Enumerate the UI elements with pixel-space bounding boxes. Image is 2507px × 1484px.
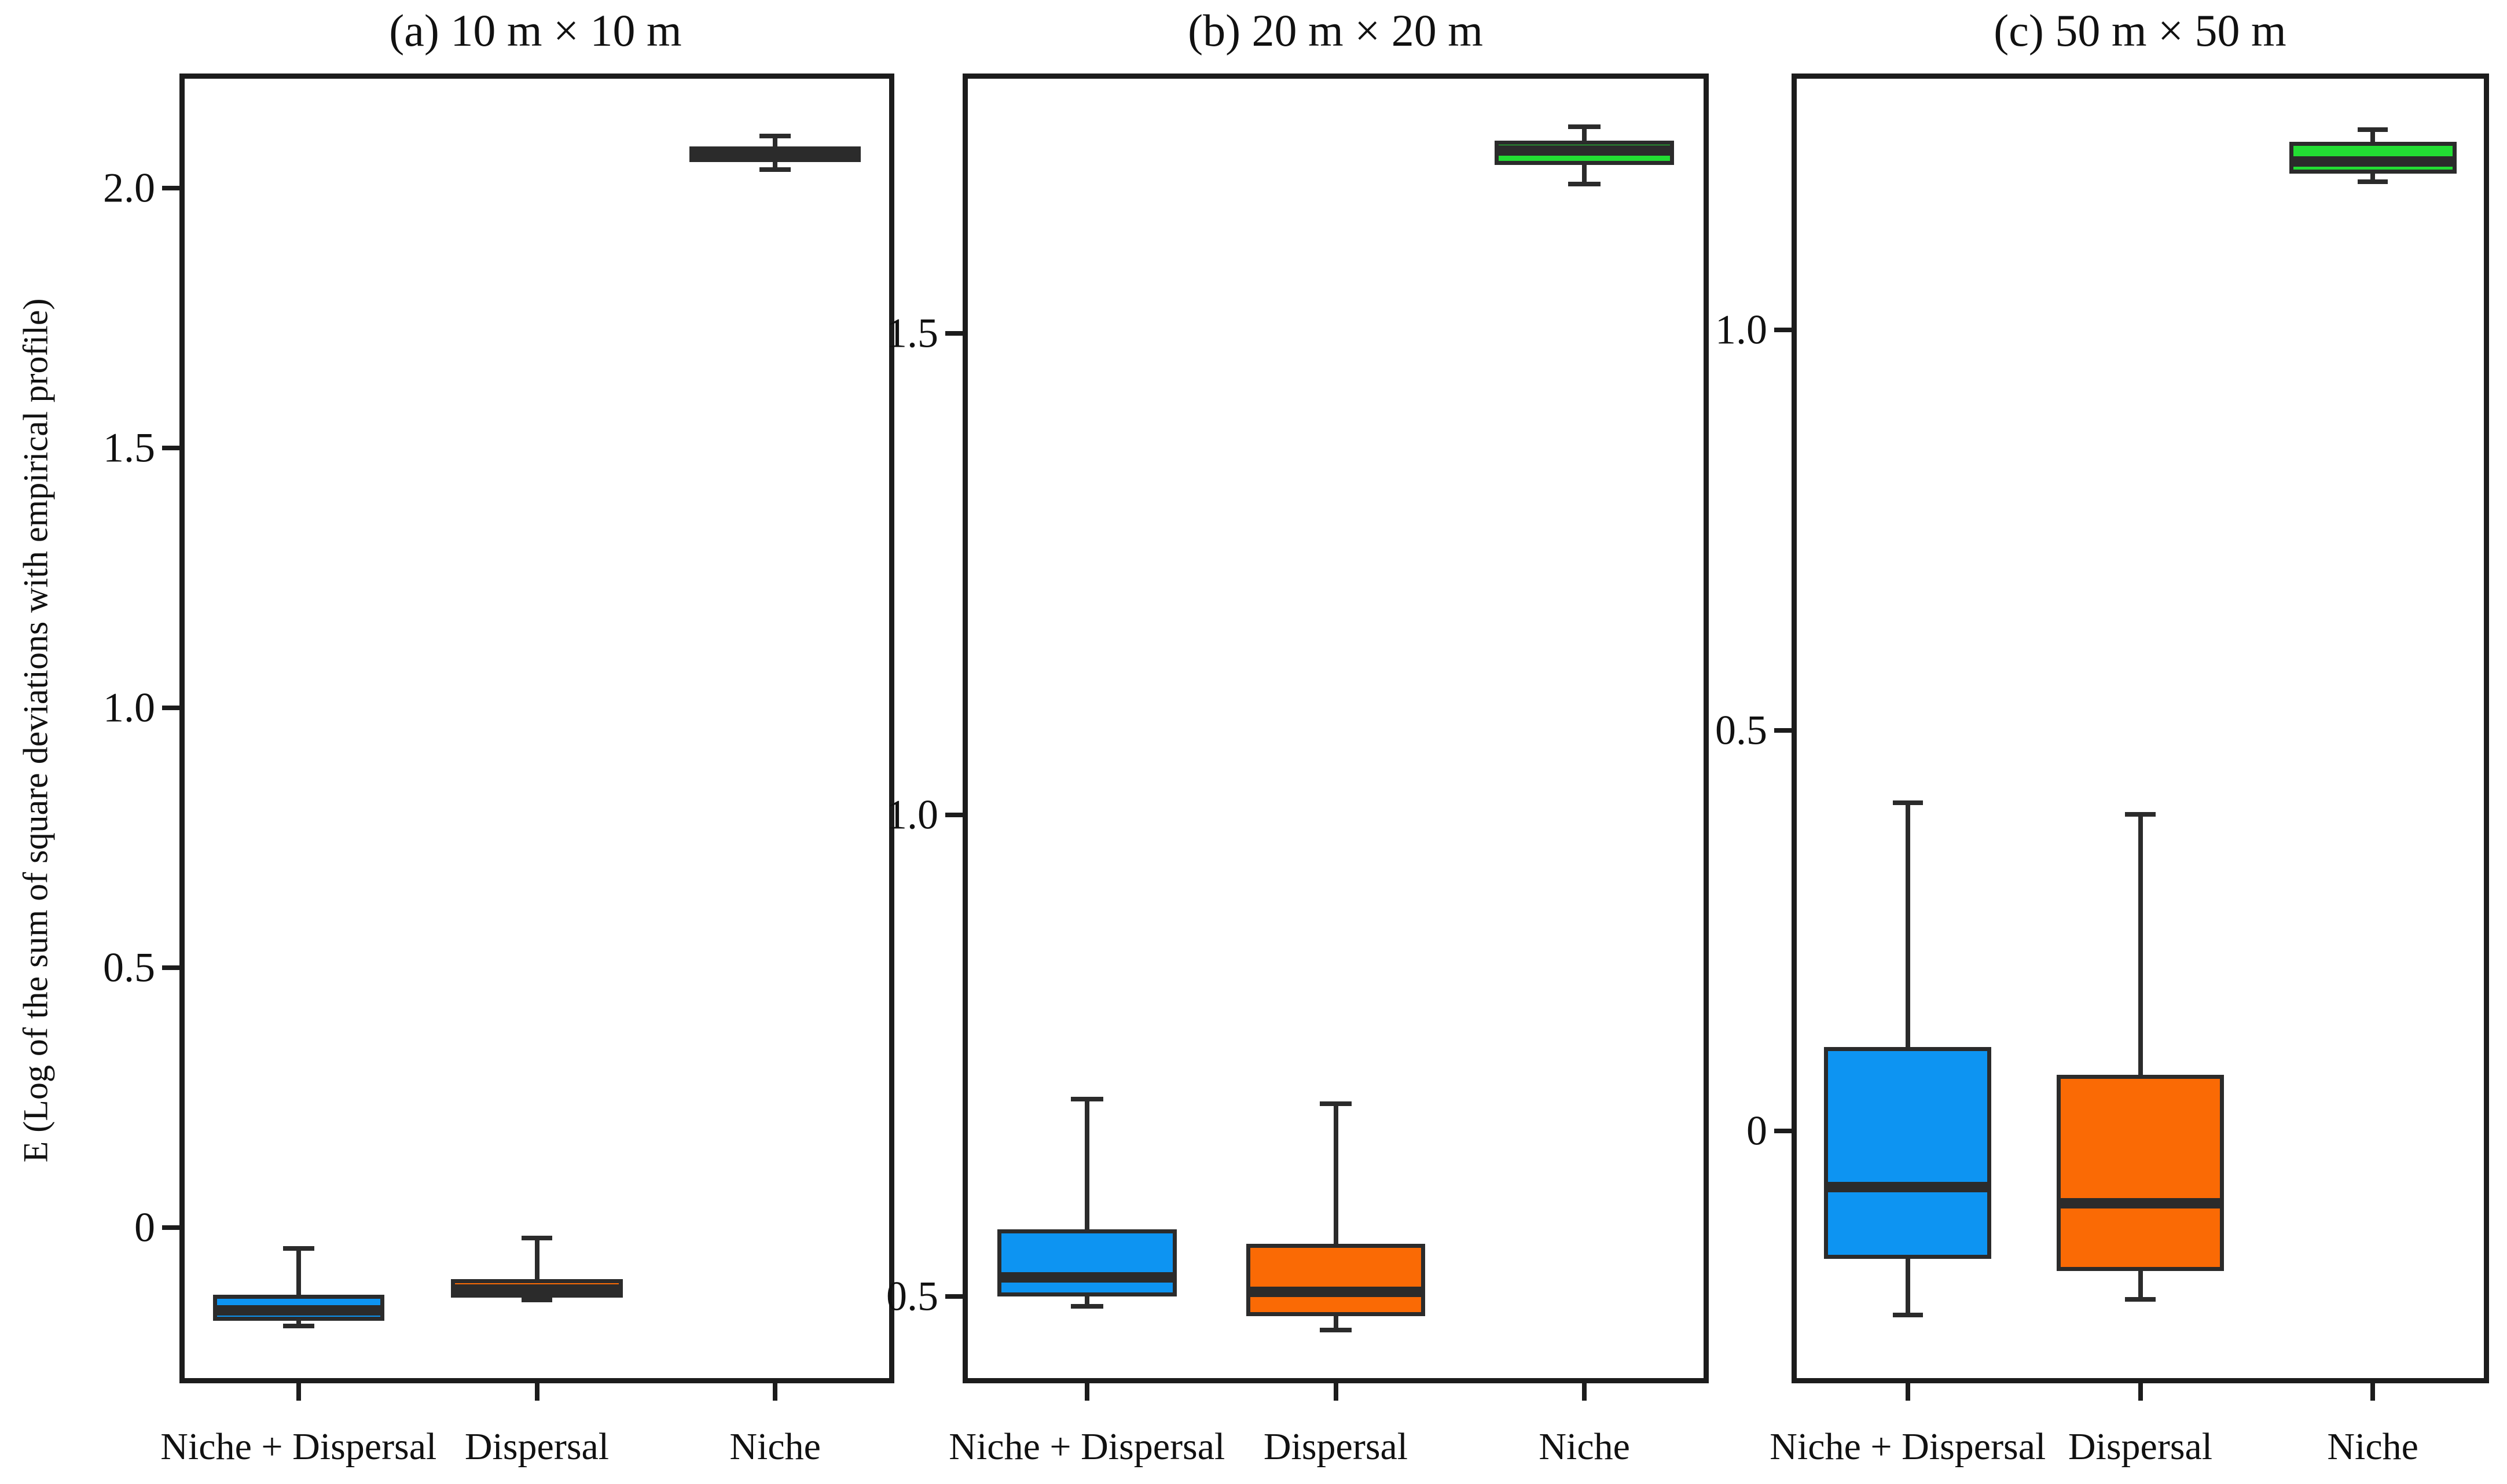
x-category-label: Dispersal bbox=[2068, 1426, 2213, 1468]
y-tick-mark bbox=[1774, 728, 1792, 733]
whisker-cap-lower bbox=[521, 1298, 553, 1303]
whisker-cap-lower bbox=[1892, 1313, 1923, 1318]
median-line bbox=[1499, 145, 1670, 156]
whisker-cap-upper bbox=[759, 133, 791, 138]
x-tick-mark bbox=[296, 1383, 301, 1401]
y-tick-mark bbox=[162, 185, 179, 190]
median-line bbox=[2293, 156, 2453, 167]
median-line bbox=[1250, 1286, 1422, 1297]
x-category-label: Niche + Dispersal bbox=[1770, 1426, 2046, 1468]
x-category-label: Niche bbox=[729, 1426, 821, 1468]
x-category-label: Niche + Dispersal bbox=[949, 1426, 1225, 1468]
x-tick-mark bbox=[534, 1383, 539, 1401]
x-category-label: Niche + Dispersal bbox=[160, 1426, 437, 1468]
whisker-cap-upper bbox=[1319, 1101, 1352, 1107]
y-tick-label: 1.5 bbox=[103, 424, 155, 471]
whisker-cap-lower bbox=[1568, 182, 1601, 187]
whisker-cap-upper bbox=[1070, 1097, 1103, 1102]
plot-area-border bbox=[179, 74, 894, 1383]
y-tick-label: 1.0 bbox=[1715, 306, 1767, 353]
whisker-cap-lower bbox=[2125, 1296, 2156, 1302]
whisker-cap-lower bbox=[759, 167, 791, 172]
y-tick-mark bbox=[162, 1225, 179, 1230]
panel-a-title: (a) 10 m × 10 m bbox=[389, 5, 682, 56]
x-tick-mark bbox=[1582, 1383, 1587, 1401]
x-category-label: Niche bbox=[2327, 1426, 2418, 1468]
whisker-cap-upper bbox=[521, 1235, 553, 1240]
y-tick-mark bbox=[162, 705, 179, 710]
median-line bbox=[216, 1305, 381, 1316]
box-niche-dispersal bbox=[1824, 1046, 1992, 1259]
whisker-cap-lower bbox=[1319, 1328, 1352, 1333]
whisker-line bbox=[1084, 1099, 1089, 1306]
median-line bbox=[2060, 1198, 2220, 1208]
whisker-line bbox=[1333, 1104, 1338, 1331]
panel-c-title: (c) 50 m × 50 m bbox=[1994, 5, 2286, 56]
median-line bbox=[1828, 1181, 1988, 1192]
x-tick-mark bbox=[1333, 1383, 1338, 1401]
y-tick-mark bbox=[1774, 327, 1792, 332]
y-tick-mark bbox=[945, 1294, 963, 1299]
whisker-cap-lower bbox=[1070, 1303, 1103, 1309]
box-dispersal bbox=[2056, 1075, 2225, 1272]
x-tick-mark bbox=[2138, 1383, 2143, 1401]
whisker-cap-upper bbox=[1568, 124, 1601, 129]
x-tick-mark bbox=[1084, 1383, 1089, 1401]
x-category-label: Dispersal bbox=[1263, 1426, 1408, 1468]
y-tick-mark bbox=[1774, 1129, 1792, 1133]
whisker-line bbox=[534, 1237, 539, 1301]
y-tick-label: 0.5 bbox=[886, 1273, 938, 1320]
whisker-line bbox=[2138, 814, 2143, 1299]
y-tick-label: 0.5 bbox=[103, 944, 155, 991]
box-dispersal bbox=[1246, 1243, 1426, 1316]
whisker-cap-lower bbox=[283, 1324, 314, 1329]
y-tick-label: 0 bbox=[134, 1204, 155, 1251]
whisker-cap-upper bbox=[2358, 127, 2388, 132]
panel-b-title: (b) 20 m × 20 m bbox=[1188, 5, 1483, 56]
box-niche-dispersal bbox=[997, 1229, 1177, 1297]
y-tick-label: 1.0 bbox=[103, 684, 155, 731]
whisker-cap-upper bbox=[1892, 800, 1923, 805]
x-tick-mark bbox=[2370, 1383, 2376, 1401]
median-line bbox=[455, 1284, 619, 1295]
y-tick-mark bbox=[945, 813, 963, 818]
whisker-line bbox=[296, 1248, 301, 1327]
y-tick-label: 2.0 bbox=[103, 164, 155, 211]
y-tick-label: 0.5 bbox=[1715, 707, 1767, 754]
x-tick-mark bbox=[1905, 1383, 1910, 1401]
y-tick-mark bbox=[945, 331, 963, 336]
x-category-label: Dispersal bbox=[464, 1426, 610, 1468]
y-tick-label: 0 bbox=[1746, 1107, 1767, 1154]
median-line bbox=[1001, 1272, 1173, 1283]
y-tick-label: 1.5 bbox=[886, 310, 938, 357]
x-category-label: Niche bbox=[1539, 1426, 1630, 1468]
median-line bbox=[693, 149, 857, 160]
x-tick-mark bbox=[773, 1383, 778, 1401]
y-tick-mark bbox=[162, 445, 179, 450]
y-tick-label: 1.0 bbox=[886, 791, 938, 838]
whisker-cap-upper bbox=[2125, 812, 2156, 817]
whisker-cap-upper bbox=[283, 1246, 314, 1251]
whisker-cap-lower bbox=[2358, 179, 2388, 184]
y-tick-mark bbox=[162, 965, 179, 970]
